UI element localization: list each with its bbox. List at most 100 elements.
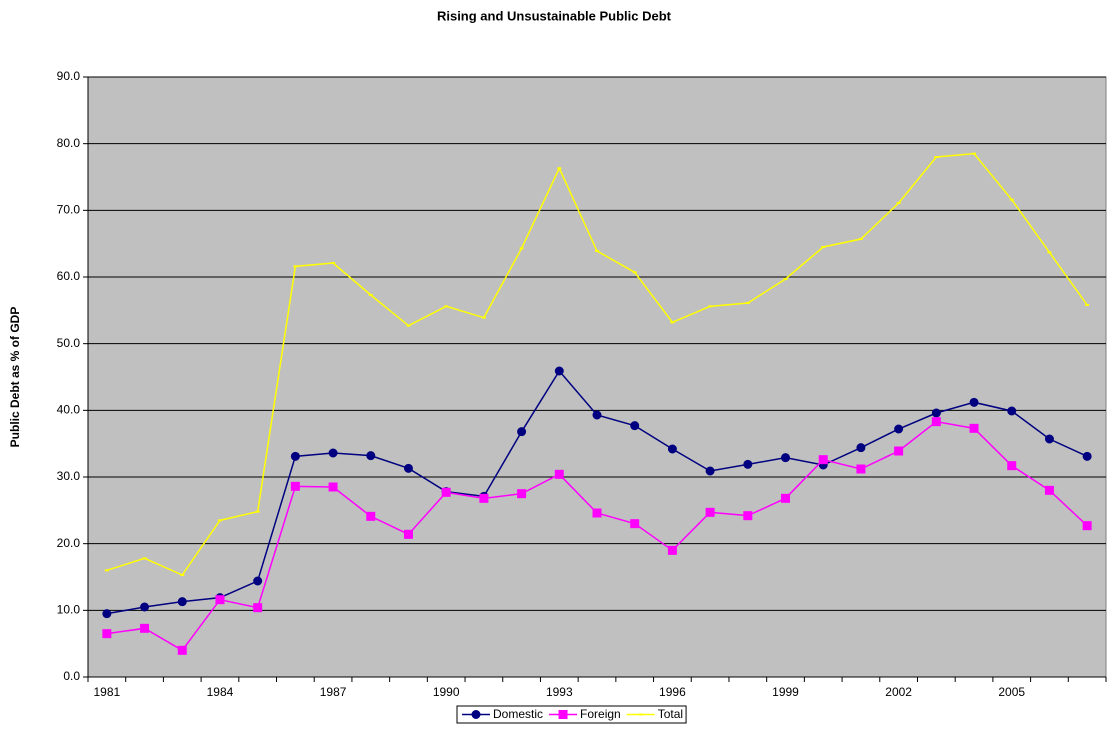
- marker: [140, 623, 150, 633]
- marker: [328, 482, 338, 492]
- marker: [667, 444, 677, 454]
- y-tick-label: 70.0: [57, 203, 81, 217]
- marker: [1085, 304, 1090, 306]
- marker: [781, 453, 791, 463]
- marker: [1007, 461, 1017, 471]
- y-tick-label: 0.0: [63, 669, 80, 683]
- legend-marker: [471, 710, 481, 719]
- marker: [894, 446, 904, 456]
- marker: [406, 324, 411, 327]
- marker: [595, 250, 599, 252]
- marker: [856, 464, 866, 474]
- marker: [705, 466, 715, 476]
- marker: [743, 511, 753, 521]
- marker: [517, 427, 527, 437]
- marker: [969, 397, 979, 407]
- marker: [670, 321, 675, 324]
- marker: [554, 469, 564, 479]
- marker: [215, 595, 225, 605]
- marker: [293, 265, 298, 268]
- marker: [667, 545, 677, 555]
- marker: [745, 302, 750, 304]
- x-tick-label: 1981: [94, 685, 121, 699]
- marker: [632, 271, 637, 274]
- y-tick-label: 50.0: [57, 336, 81, 350]
- marker: [403, 463, 413, 473]
- x-tick-label: 1996: [659, 685, 686, 699]
- marker: [140, 602, 150, 612]
- marker: [1082, 521, 1092, 531]
- marker: [177, 645, 187, 655]
- plot-area: [87, 76, 1107, 678]
- marker: [366, 511, 376, 521]
- marker: [931, 417, 941, 427]
- legend: Domestic Foreign Total: [456, 705, 687, 724]
- legend-label: Foreign: [580, 707, 621, 721]
- marker: [368, 294, 373, 296]
- marker: [290, 451, 300, 461]
- marker: [331, 262, 336, 264]
- marker: [253, 603, 263, 613]
- marker: [931, 408, 941, 418]
- marker: [781, 493, 791, 503]
- marker: [630, 519, 640, 529]
- marker: [934, 156, 939, 158]
- marker: [102, 629, 112, 639]
- marker: [290, 481, 300, 491]
- marker: [102, 609, 112, 619]
- marker: [856, 443, 866, 453]
- legend-marker: [638, 713, 643, 716]
- y-axis-title: Public Debt as % of GDP: [8, 307, 22, 448]
- x-tick-label: 1987: [320, 685, 347, 699]
- marker: [592, 508, 602, 518]
- marker: [180, 574, 185, 576]
- legend-label: Domestic: [493, 707, 543, 721]
- marker: [217, 519, 222, 522]
- marker: [896, 202, 901, 204]
- marker: [1009, 198, 1014, 201]
- x-tick-label: 1990: [433, 685, 460, 699]
- y-tick-label: 60.0: [57, 269, 81, 283]
- marker: [894, 424, 904, 434]
- marker: [630, 421, 640, 431]
- x-tick-label: 2002: [885, 685, 912, 699]
- y-tick-label: 30.0: [57, 469, 81, 483]
- marker: [517, 489, 527, 499]
- marker: [1044, 434, 1054, 444]
- marker: [821, 246, 826, 248]
- marker: [743, 459, 753, 469]
- marker: [403, 529, 413, 539]
- x-tick-label: 1984: [207, 685, 234, 699]
- x-tick-label: 1993: [546, 685, 573, 699]
- marker: [142, 557, 147, 560]
- marker: [255, 510, 260, 513]
- marker: [705, 507, 715, 517]
- x-tick-label: 1999: [772, 685, 799, 699]
- marker: [783, 278, 788, 280]
- marker: [253, 576, 263, 586]
- marker: [972, 152, 977, 155]
- marker: [1047, 251, 1052, 254]
- marker: [1044, 485, 1054, 495]
- legend-marker: [558, 710, 568, 719]
- marker: [818, 455, 828, 465]
- y-tick-label: 90.0: [57, 69, 81, 83]
- marker: [441, 487, 451, 497]
- y-tick-label: 20.0: [57, 536, 81, 550]
- marker: [177, 597, 187, 607]
- marker: [444, 305, 449, 308]
- marker: [969, 423, 979, 433]
- x-tick-label: 2005: [998, 685, 1025, 699]
- marker: [479, 493, 489, 503]
- marker: [557, 167, 562, 170]
- marker: [1082, 451, 1092, 461]
- marker: [708, 305, 713, 308]
- marker: [1007, 406, 1017, 416]
- marker: [481, 316, 486, 319]
- marker: [858, 238, 863, 240]
- marker: [554, 366, 564, 376]
- y-tick-label: 80.0: [57, 136, 81, 150]
- chart-title: Rising and Unsustainable Public Debt: [437, 8, 672, 23]
- marker: [104, 569, 109, 572]
